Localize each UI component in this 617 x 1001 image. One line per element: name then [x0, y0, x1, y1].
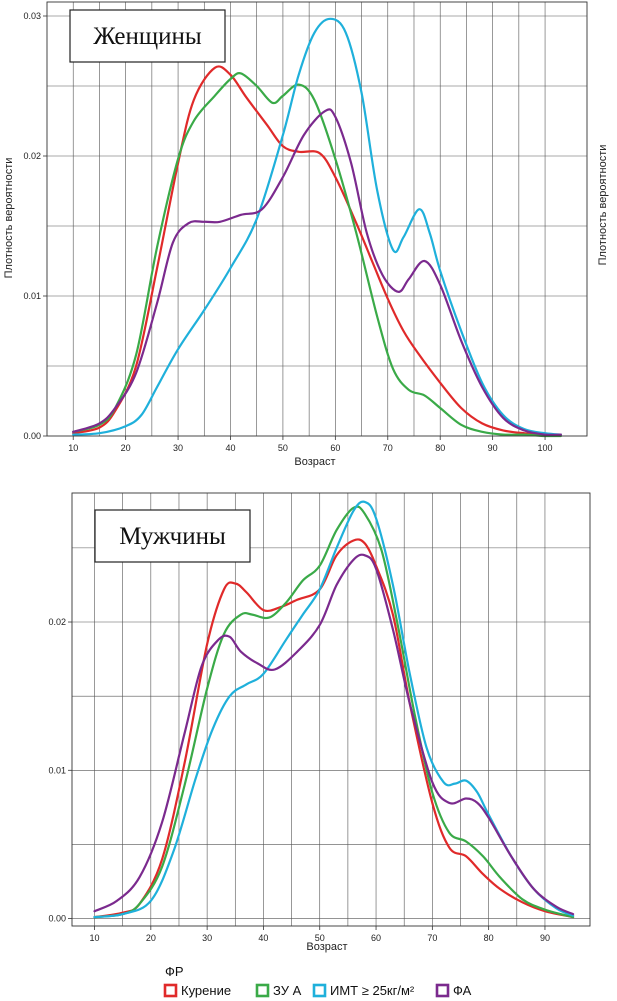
y-tick-label: 0.03 — [23, 11, 41, 21]
series-line-bmi-men — [93, 500, 575, 919]
chart-women-axes — [46, 1, 588, 437]
chart-men-axes — [71, 492, 591, 927]
series-line-ua-men — [93, 505, 575, 919]
series-line-bmi-women — [72, 17, 562, 436]
y-tick-label: 0.02 — [23, 151, 41, 161]
x-tick-label: 90 — [488, 443, 498, 453]
x-tick-label: 100 — [538, 443, 553, 453]
x-tick-label: 40 — [225, 443, 235, 453]
chart-women-title-box: Женщины — [69, 9, 226, 63]
chart-women-series — [72, 17, 562, 438]
x-tick-label: 60 — [330, 443, 340, 453]
chart-men-series — [93, 500, 575, 919]
plot-frame — [71, 492, 591, 927]
x-tick-label: 80 — [484, 933, 494, 943]
legend: ФР Курение ЗУ А ИМТ ≥ 25кг/м² ФА — [163, 964, 472, 998]
x-tick-label: 60 — [371, 933, 381, 943]
legend-label-bmi: ИМТ ≥ 25кг/м² — [330, 983, 415, 998]
legend-item-smoking: Курение — [163, 983, 231, 998]
chart-men-title: Мужчины — [119, 523, 226, 550]
chart-men-grid — [72, 493, 590, 926]
legend-item-bmi: ИМТ ≥ 25кг/м² — [312, 983, 415, 998]
legend-swatch-pa — [435, 983, 450, 998]
x-tick-label: 90 — [540, 933, 550, 943]
series-line-pa-men — [93, 553, 575, 916]
x-tick-label: 40 — [258, 933, 268, 943]
chart-women-xlabel: Возраст — [294, 456, 335, 468]
legend-label-ua: ЗУ А — [273, 983, 302, 998]
x-tick-label: 10 — [68, 443, 78, 453]
chart-women-grid — [47, 2, 587, 436]
series-line-pa-women — [72, 108, 562, 437]
x-tick-label: 30 — [173, 443, 183, 453]
x-tick-label: 10 — [90, 933, 100, 943]
y-tick-label: 0.00 — [48, 914, 66, 924]
legend-swatch-ua — [255, 983, 270, 998]
chart-women-ticks: 10 20 30 40 50 60 70 80 90 100 0.00 0.01 0.02 0.03 — [23, 11, 552, 453]
x-tick-label: 70 — [427, 933, 437, 943]
chart-men-title-box: Мужчины — [94, 509, 251, 563]
y-tick-label: 0.01 — [48, 765, 66, 775]
x-tick-label: 30 — [202, 933, 212, 943]
legend-swatch-smoking — [163, 983, 178, 998]
x-tick-label: 70 — [383, 443, 393, 453]
legend-swatch-bmi — [312, 983, 327, 998]
chart-women-title: Женщины — [93, 23, 202, 50]
chart-women-ylabel-right: Плотность вероятности — [597, 145, 609, 266]
x-tick-label: 50 — [278, 443, 288, 453]
legend-title: ФР — [165, 964, 184, 979]
x-tick-label: 20 — [121, 443, 131, 453]
x-tick-label: 20 — [146, 933, 156, 943]
y-tick-label: 0.02 — [48, 617, 66, 627]
x-tick-label: 80 — [435, 443, 445, 453]
chart-men-ticks: 10 20 30 40 50 60 70 80 90 0.00 0.01 0.02 — [48, 617, 549, 943]
legend-item-pa: ФА — [435, 983, 472, 998]
chart-women: 10 20 30 40 50 60 70 80 90 100 0.00 0.01 0.02 0.03 Же… — [3, 1, 609, 468]
legend-label-smoking: Курение — [181, 983, 231, 998]
y-tick-label: 0.01 — [23, 291, 41, 301]
chart-women-ylabel: Плотность вероятности — [3, 158, 15, 279]
x-tick-label: 50 — [315, 933, 325, 943]
series-line-smoking-men — [93, 538, 575, 919]
plot-frame — [46, 1, 588, 437]
series-line-smoking-women — [72, 65, 562, 436]
legend-label-pa: ФА — [453, 983, 472, 998]
series-line-ua-women — [72, 72, 562, 438]
chart-men: 10 20 30 40 50 60 70 80 90 0.00 0.01 0.02 Мужчины В… — [48, 492, 591, 953]
chart-men-xlabel: Возраст — [306, 941, 347, 953]
legend-item-ua: ЗУ А — [255, 983, 302, 998]
y-tick-label: 0.00 — [23, 431, 41, 441]
